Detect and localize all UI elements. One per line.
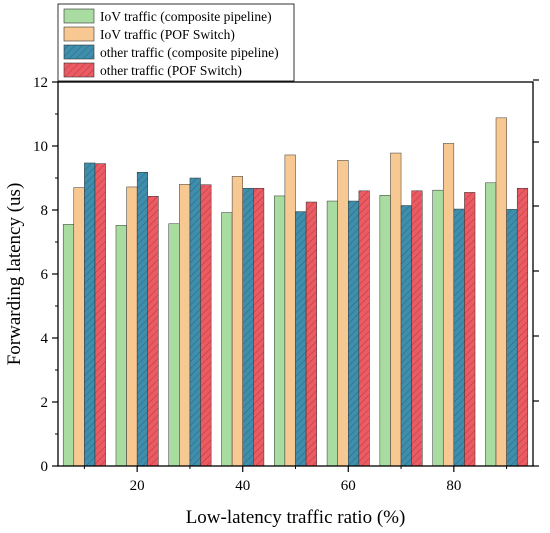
y-tick-label: 12 (33, 75, 48, 91)
bar-hatch (306, 202, 317, 466)
x-axis-label: Low-latency traffic ratio (%) (186, 507, 406, 528)
bar (168, 223, 180, 467)
bar (126, 186, 138, 467)
bar-hatch (401, 205, 412, 466)
legend-label: other traffic (POF Switch) (100, 63, 242, 78)
bars-group (62, 117, 529, 467)
bar (337, 160, 349, 467)
bar (73, 187, 85, 467)
bar (495, 117, 507, 467)
y-tick-label: 0 (41, 459, 49, 475)
bar-hatch (348, 201, 359, 467)
legend-box (57, 3, 295, 82)
bar (62, 224, 75, 467)
legend-label: IoV traffic (POF Switch) (100, 27, 235, 42)
bar-hatch (453, 209, 465, 467)
x-tick-label: 20 (130, 478, 145, 494)
bar-hatch (253, 188, 264, 467)
bar-hatch (242, 188, 254, 467)
bar (284, 154, 296, 467)
bar (442, 143, 455, 467)
bar (485, 182, 497, 467)
bar (179, 184, 191, 467)
right-axis (533, 79, 539, 467)
bar-hatch (84, 162, 95, 466)
y-tick-label: 8 (41, 203, 49, 219)
y-tick-label: 10 (33, 139, 48, 155)
legend-label: other traffic (composite pipeline) (100, 45, 279, 60)
bar-hatch (358, 190, 370, 467)
y-axis-label: Forwarding latency (us) (4, 183, 25, 366)
bar (390, 152, 402, 467)
bar-hatch (506, 209, 518, 467)
legend-label: IoV traffic (composite pipeline) (100, 9, 272, 24)
legend: IoV traffic (composite pipeline) IoV traf… (57, 3, 295, 82)
bar-hatch (147, 196, 159, 467)
x-tick-label: 80 (446, 478, 461, 494)
bar (231, 176, 243, 467)
y-tick-label: 2 (41, 395, 49, 411)
legend-swatch-hatch (64, 63, 94, 77)
x-tick-label: 60 (341, 478, 356, 494)
bar-hatch (411, 190, 423, 467)
y-axis: 0 2 4 6 8 10 12 (33, 75, 58, 475)
y-tick-label: 6 (41, 267, 49, 283)
bar-hatch (200, 184, 212, 466)
bar-hatch (295, 211, 307, 466)
bar (379, 195, 391, 467)
bar-hatch (189, 178, 201, 466)
x-tick-label: 40 (235, 478, 250, 494)
bar (326, 200, 338, 467)
bar (432, 189, 444, 467)
legend-swatch (63, 26, 95, 42)
legend-swatch (63, 8, 95, 24)
bar (115, 225, 127, 467)
legend-swatch-hatch (64, 45, 94, 59)
bar (274, 195, 286, 467)
bar-hatch (464, 192, 476, 466)
bar-hatch (137, 172, 148, 467)
bar (221, 212, 233, 467)
bar-hatch (94, 163, 106, 466)
y-tick-label: 4 (41, 331, 49, 347)
bar-hatch (517, 188, 528, 467)
x-axis: 20 40 60 80 (83, 466, 508, 494)
